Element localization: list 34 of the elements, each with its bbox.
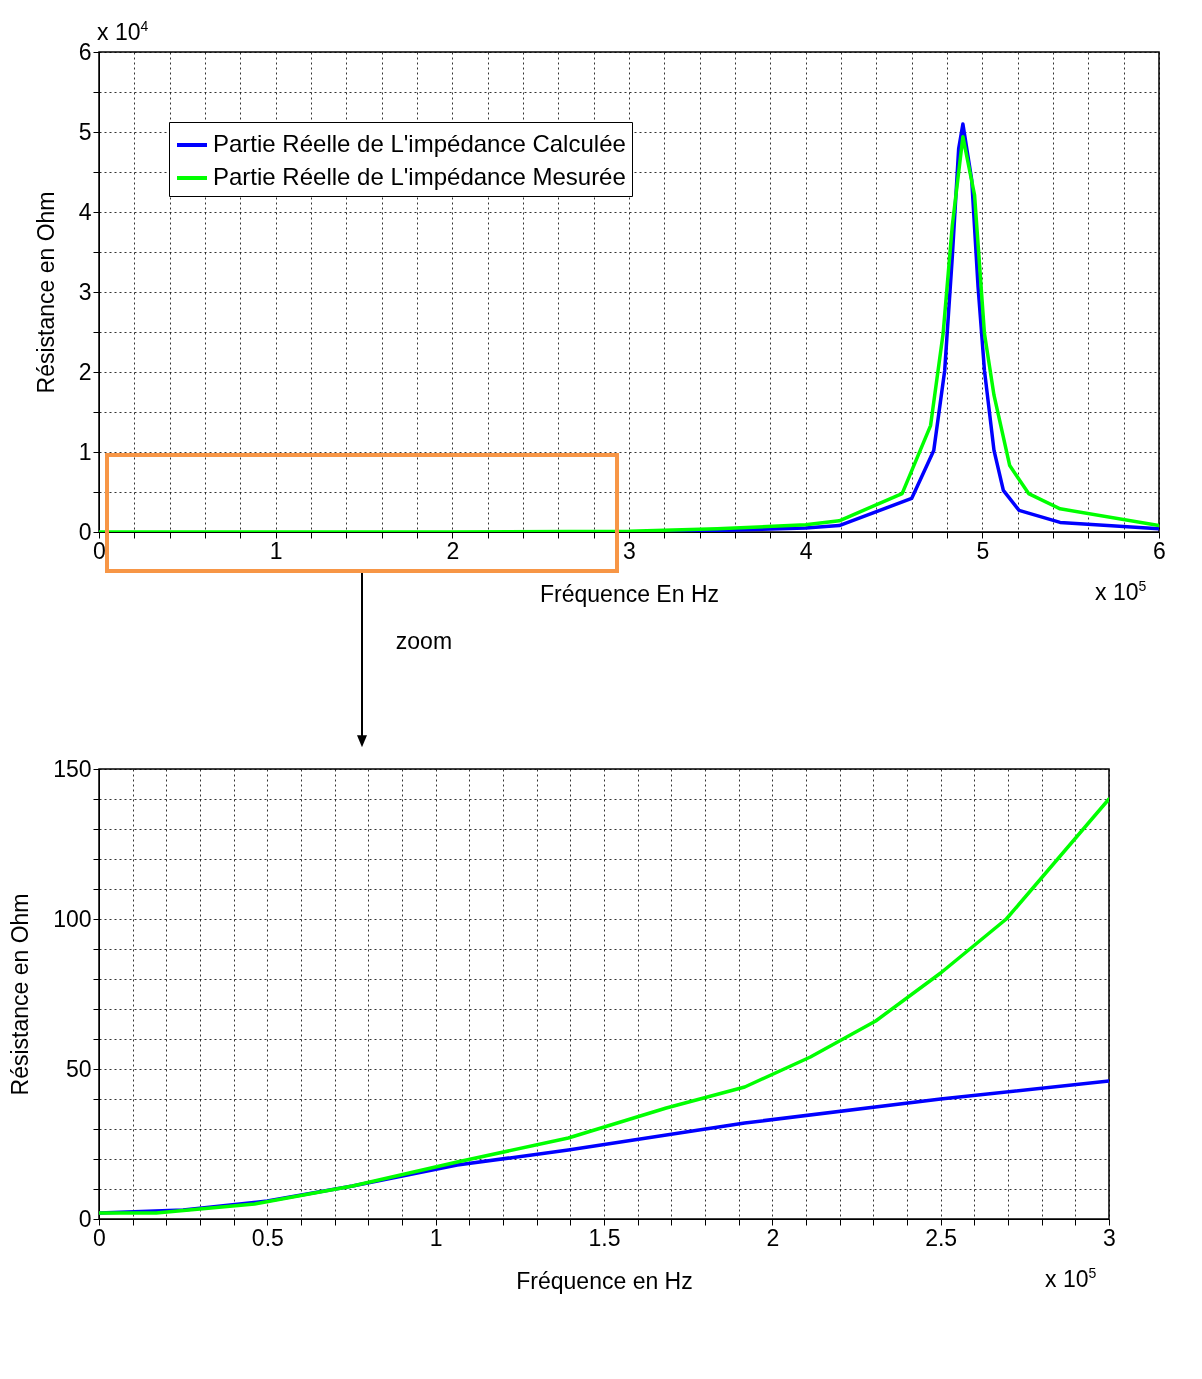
x-tick-label: 1.5 (588, 1224, 621, 1251)
x-tick-label: 6 (1153, 537, 1166, 564)
legend-label: Partie Réelle de L'impédance Calculée (213, 130, 626, 157)
legend-label: Partie Réelle de L'impédance Mesurée (213, 163, 626, 190)
line-series (99, 797, 1109, 1215)
x-tick-label: 3 (1103, 1224, 1116, 1251)
y-tick-label: 50 (65, 1055, 92, 1082)
text: x 10$^{5}$ (1095, 578, 1147, 606)
y-tick-label: 100 (53, 905, 92, 932)
x-tick-label: 2.5 (925, 1224, 958, 1251)
y-axis-title: Résistance en Ohm (32, 191, 59, 394)
y-tick-label: 0 (78, 518, 92, 545)
x-tick-label: 1 (429, 1224, 443, 1251)
x-axis-title: Fréquence en Hz (516, 1267, 693, 1294)
y-tick-label: 3 (78, 278, 92, 305)
y-tick-label: 5 (78, 118, 92, 145)
y-tick-label: 6 (78, 38, 92, 65)
text: zoom (395, 628, 453, 655)
y-tick-label: 2 (78, 358, 92, 385)
y-tick-label: 1 (78, 438, 92, 465)
x-tick-label: 2 (446, 537, 460, 564)
x-tick-label: 0.5 (251, 1224, 284, 1251)
y-tick-label: 150 (53, 755, 92, 782)
y-tick-label: 4 (78, 198, 92, 225)
y-tick-label: 0 (78, 1205, 92, 1232)
text: x 10$^{5}$ (1045, 1265, 1097, 1293)
x-axis-title: Fréquence En Hz (540, 580, 719, 607)
text: x 10$^{4}$ (97, 18, 149, 46)
y-axis-title: Résistance en Ohm (7, 893, 34, 1096)
x-tick-label: 3 (623, 537, 636, 564)
x-tick-label: 2 (766, 1224, 780, 1251)
x-tick-label: 1 (269, 537, 283, 564)
x-tick-label: 5 (976, 537, 990, 564)
x-tick-label: 4 (799, 537, 813, 564)
